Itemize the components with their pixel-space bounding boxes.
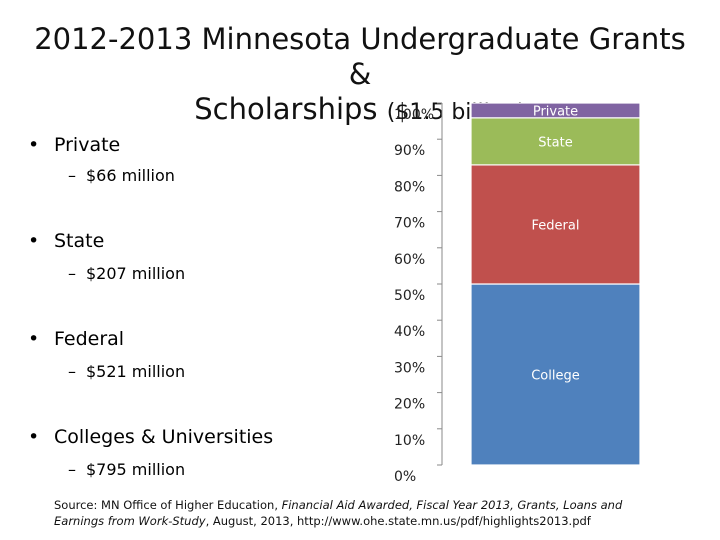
source-prefix: Source: MN Office of Higher Education, <box>54 498 282 512</box>
y-tick-label: 20% <box>394 397 425 413</box>
bar-segment-college <box>470 283 641 466</box>
amount-state: $207 million <box>68 264 185 283</box>
y-tick-label: 60% <box>394 252 425 268</box>
bullet-state: State <box>28 230 104 252</box>
title-line-1: 2012-2013 Minnesota Undergraduate Grants… <box>34 22 686 91</box>
segment-label-private: Private <box>533 104 578 119</box>
source-citation: Source: MN Office of Higher Education, F… <box>54 497 674 529</box>
y-tick-label: 0% <box>394 469 416 485</box>
bar-segment-private <box>470 102 641 119</box>
y-tick-label: 40% <box>394 324 425 340</box>
bar-segment-federal <box>470 164 641 285</box>
source-title: Financial Aid Awarded, Fiscal Year 2013,… <box>54 498 623 528</box>
bar-segment-state <box>470 117 641 166</box>
y-tick-label: 10% <box>394 433 425 449</box>
y-tick-label: 80% <box>394 179 425 195</box>
bullet-private: Private <box>28 134 120 156</box>
y-tick-label: 50% <box>394 288 425 304</box>
amount-private: $66 million <box>68 166 175 185</box>
y-tick-label: 70% <box>394 216 425 232</box>
segment-label-federal: Federal <box>532 218 580 233</box>
bullet-colleges: Colleges & Universities <box>28 426 273 448</box>
y-tick-label: 90% <box>394 143 425 159</box>
y-tick-label: 100% <box>394 107 434 123</box>
amount-colleges: $795 million <box>68 460 185 479</box>
amount-federal: $521 million <box>68 362 185 381</box>
y-tick-label: 30% <box>394 360 425 376</box>
segment-label-college: College <box>531 369 580 384</box>
segment-label-state: State <box>538 135 572 150</box>
bullet-federal: Federal <box>28 328 124 350</box>
title-line-2-text: Scholarships <box>194 92 378 126</box>
source-suffix: , August, 2013, http://www.ohe.state.mn.… <box>205 514 591 528</box>
